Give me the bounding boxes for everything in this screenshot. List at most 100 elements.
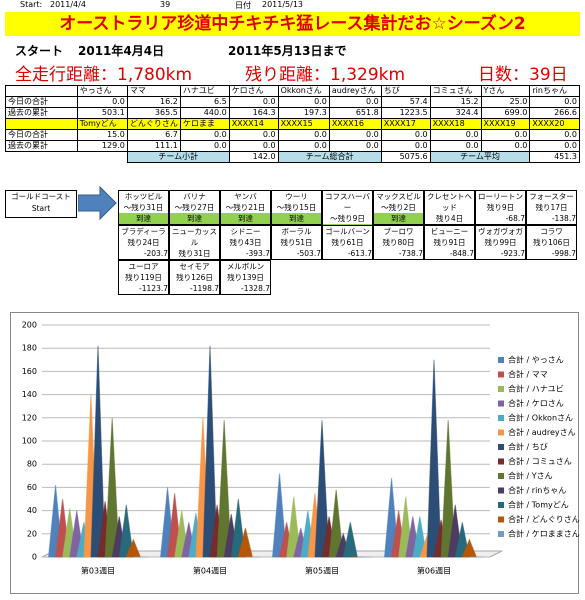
chart-frame — [10, 312, 579, 594]
y-tick-label: 200 — [22, 321, 37, 330]
stop-days: 残り31日 — [178, 249, 211, 258]
legend-swatch — [498, 415, 504, 421]
stop-days: 残り126日 — [176, 273, 213, 282]
stop-days: 残り139日 — [227, 273, 264, 282]
stop-name: フォースター — [529, 192, 574, 201]
stop: フォースター 残り17日 -138.7 — [526, 190, 577, 225]
stop-note: -848.7 — [449, 249, 474, 258]
remaining-distance: 残り距離：1,329km — [245, 65, 406, 85]
table-row: 今日の合計 15.0 6.7 0.0 0.0 0.0 0.0 0.0 0.0 0.0 0.0 — [5, 129, 580, 141]
summary-value: 142.0 — [228, 151, 279, 163]
stop-note: -393.7 — [245, 249, 270, 258]
stop-days: 残り51日 — [280, 238, 313, 247]
start-date: 2011/4/4 — [50, 0, 86, 9]
stop-name: ローリートン — [478, 192, 523, 201]
header-cell: Yさん — [480, 85, 531, 97]
start-box: ゴールドコースト Start — [5, 190, 77, 218]
legend-label: 合計 / コミュさん — [508, 456, 572, 466]
stop-days: 残り61日 — [331, 238, 364, 247]
x-tick-label: 第06週目 — [417, 566, 451, 576]
legend-swatch — [498, 487, 504, 494]
stop: シドニー 残り43日 -393.7 — [220, 225, 271, 260]
stop-name: ゴールバーン — [325, 227, 370, 236]
legend-swatch — [498, 531, 504, 537]
legend-label: 合計 / audreyさん — [508, 427, 576, 437]
stop-name: セイモア — [179, 262, 210, 271]
stop-name: ヴォガヴォガ — [478, 227, 523, 236]
legend-swatch — [498, 429, 504, 436]
date-label: 日付 — [235, 1, 251, 10]
y-tick-label: 60 — [27, 483, 37, 492]
day-count: 39 — [160, 0, 171, 9]
y-tick-label: 160 — [22, 367, 37, 376]
title: オーストラリア珍道中チキチキ猛レース集計だお☆シーズン2 — [5, 12, 580, 36]
x-tick-label: 第05週目 — [305, 566, 339, 576]
stop-name: ウーリ — [285, 192, 308, 201]
stop-name: シドニー — [230, 227, 261, 236]
summary-row: チーム小計 142.0 チーム総合計 5075.6 チーム平均 451.3 — [6, 151, 580, 163]
stop: ビューニー 残り91日 -848.7 — [424, 225, 475, 260]
stop-note: -1123.7 — [139, 284, 168, 293]
legend-swatch — [498, 444, 504, 450]
stop-note: 到達 — [119, 213, 168, 224]
stop-name: マックスビル — [376, 192, 421, 201]
summary-label: チーム総合計 — [277, 151, 382, 163]
date: 2011/5/13 — [262, 0, 304, 9]
stop-note: 到達 — [170, 213, 219, 224]
legend-label: 合計 / ケロままさん — [508, 529, 580, 539]
stop-name: コラワ — [540, 227, 563, 236]
y-tick-label: 20 — [27, 529, 37, 538]
stop-days: ～残り9日 — [330, 214, 365, 223]
stop: ホッツビル ～残り31日 到達 — [118, 190, 169, 225]
y-tick-label: 180 — [22, 344, 37, 353]
legend-label: 合計 / Yさん — [508, 471, 553, 481]
stop-note: -613.7 — [347, 249, 372, 258]
legend-swatch — [498, 502, 504, 508]
stop-name: ボーラル — [281, 227, 312, 236]
legend-swatch — [498, 516, 504, 523]
stop-name: クレセントヘッド — [427, 192, 472, 212]
stop: コラワ残り106日 -998.7 — [526, 225, 577, 260]
start-place: ゴールドコースト — [11, 192, 71, 201]
stop: ボーラル 残り51日 -503.7 — [271, 225, 322, 260]
stop-note: -923.7 — [500, 249, 525, 258]
cone — [461, 538, 478, 558]
legend-label: 合計 / ママ — [508, 369, 548, 379]
stop-name: ブラディーラ — [121, 227, 166, 236]
y-tick-label: 100 — [22, 437, 37, 446]
summary-label: チーム小計 — [126, 151, 230, 163]
stop-name: バリナ — [183, 192, 206, 201]
stop-days: ～残り2日 — [381, 203, 416, 212]
stop-note: -203.7 — [143, 249, 168, 258]
legend-label: 合計 / ケロさん — [508, 398, 564, 408]
stop-days: 残り106日 — [533, 238, 570, 247]
y-tick-label: 0 — [32, 553, 37, 562]
stop-name: ユーロア — [128, 262, 159, 271]
stop-name: ビューニー — [430, 227, 469, 236]
stop-days: ～残り31日 — [123, 203, 164, 212]
stop-note: -998.7 — [551, 249, 576, 258]
table-row: やっさん ママ ハナユビ ケロさん Okkonさん audreyさん ちび コミュさん Yさん r… — [5, 85, 580, 97]
end-date: 2011年5月13日まで — [228, 44, 347, 58]
x-tick-label: 第03週目 — [81, 566, 115, 576]
y-tick-label: 40 — [27, 506, 37, 515]
stop-days: ～残り27日 — [174, 203, 215, 212]
stop-name: メルボルン — [226, 262, 265, 271]
legend-label: 合計 / ハナユビ — [508, 384, 564, 394]
legend-label: 合計 / Tomyどん — [508, 500, 569, 510]
stop-note: 到達 — [374, 213, 423, 224]
cone — [342, 522, 358, 558]
stop-days: 残り9日 — [486, 203, 515, 212]
start: スタート — [15, 44, 64, 58]
cone — [237, 527, 254, 558]
cell: 129.0 — [76, 140, 128, 152]
y-tick-label: 120 — [22, 413, 37, 422]
stop: ヴォガヴォガ 残り99日 -923.7 — [475, 225, 526, 260]
stop-note: -138.7 — [551, 214, 576, 223]
stop: ヤンバ ～残り21日 到達 — [220, 190, 271, 225]
legend-swatch — [498, 386, 504, 392]
stop-name: ニューカッスル — [172, 227, 217, 247]
stop: ユーロア 残り119日 -1123.7 — [118, 260, 169, 295]
